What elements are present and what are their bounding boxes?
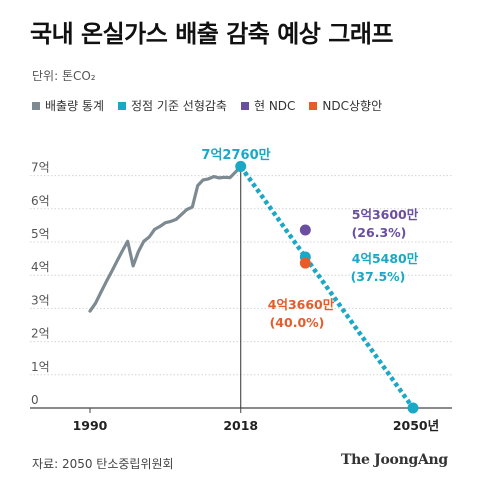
annotation-ndc-upgrade-value: 4억3660만: [268, 297, 335, 312]
legend-item-emissions: 배출량 통계: [32, 97, 104, 114]
legend-swatch-emissions: [32, 101, 40, 110]
y-tick-label: 4억: [31, 260, 50, 274]
y-tick-labels: 0 1억 2억 3억 4억 5억 6억 7억: [31, 161, 50, 407]
annotation-peak-value: 7억2760만: [201, 147, 270, 163]
legend-swatch-ndc-upgrade: [309, 101, 318, 110]
annotation-linear-2030-pct: (37.5%): [351, 269, 406, 284]
y-tick-label: 6억: [31, 194, 50, 208]
y-tick-label: 3억: [31, 293, 50, 307]
y-tick-label: 7억: [31, 161, 50, 175]
series-layer: [88, 164, 415, 410]
legend-item-linear: 정점 기준 선형감축: [118, 97, 227, 114]
point-ndc-upgrade: [299, 257, 311, 269]
legend-label-emissions: 배출량 통계: [45, 99, 105, 113]
legend-item-current-ndc: 현 NDC: [240, 97, 296, 114]
x-axis: 1990 2018 2050년: [30, 407, 452, 433]
x-tick-label: 2018: [223, 418, 258, 433]
chart-title: 국내 온실가스 배출 감축 예상 그래프: [30, 20, 393, 48]
legend-swatch-current-ndc: [240, 101, 249, 110]
x-tick-label: 1990: [73, 418, 108, 433]
unit-label: 단위: 톤CO₂: [32, 69, 96, 83]
point-current-ndc: [299, 224, 311, 236]
publisher-logo: The JoongAng: [341, 452, 448, 468]
legend-item-ndc-upgrade: NDC상향안: [309, 97, 382, 114]
annotation-current-ndc-pct: (26.3%): [352, 225, 407, 240]
legend-label-linear: 정점 기준 선형감축: [131, 99, 227, 113]
annotation-ndc-upgrade-pct: (40.0%): [270, 315, 325, 330]
legend: 배출량 통계 정점 기준 선형감축 현 NDC NDC상향안: [32, 97, 396, 114]
x-tick-label: 2050년: [393, 418, 439, 433]
y-tick-label: 1억: [31, 360, 50, 374]
point-layer: [235, 160, 419, 414]
point-peak-2018: [235, 160, 247, 172]
y-tick-label: 5억: [31, 227, 50, 241]
y-tick-label: 0: [31, 393, 39, 407]
legend-swatch-linear: [118, 101, 127, 110]
annotation-linear-2030-value: 4억5480만: [352, 251, 419, 266]
legend-label-current-ndc: 현 NDC: [253, 99, 296, 113]
legend-label-ndc-upgrade: NDC상향안: [322, 99, 383, 113]
series-line-linear-reduction: [238, 165, 415, 410]
series-line-emissions: [88, 164, 243, 313]
annotation-current-ndc-value: 5억3600만: [352, 207, 419, 222]
source-note: 자료: 2050 탄소중립위원회: [32, 457, 174, 471]
annotation-layer: 7억2760만 5억3600만 (26.3%) 4억5480만 (37.5%) 4억366…: [201, 147, 418, 330]
y-tick-label: 2억: [31, 327, 50, 341]
point-zero-2050: [407, 402, 419, 414]
